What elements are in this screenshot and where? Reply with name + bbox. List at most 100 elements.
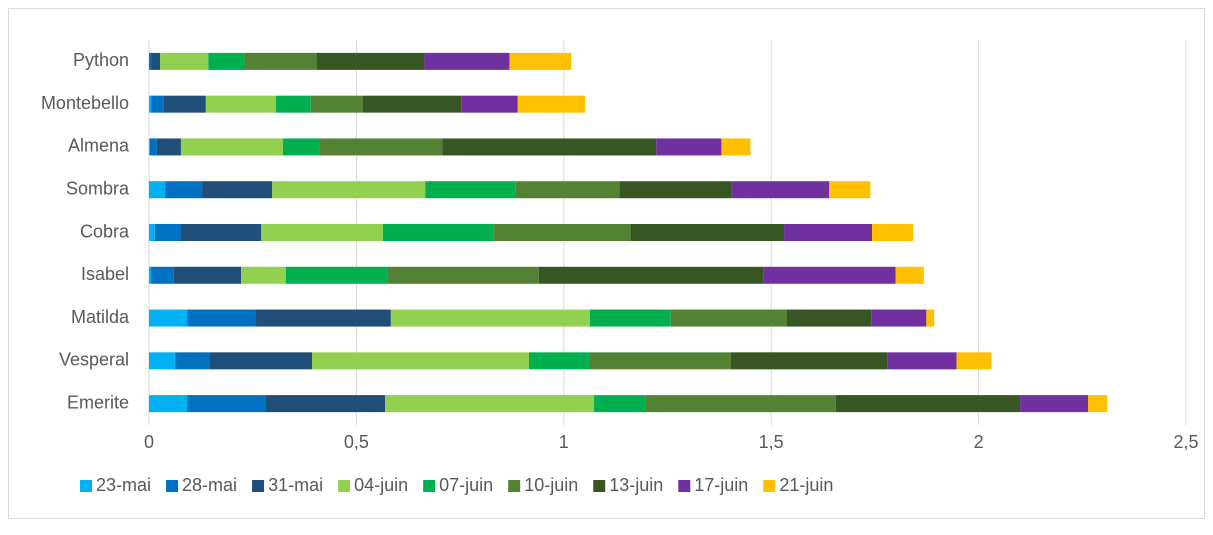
bar-segment (871, 309, 927, 327)
bar-segment (310, 95, 363, 113)
bar-segment (385, 395, 595, 413)
bar-segment (670, 309, 787, 327)
bar-segment (589, 352, 731, 370)
bar-segment (319, 138, 443, 156)
bar-segment (160, 52, 209, 70)
bar-segment (387, 266, 539, 284)
y-tick-label: Cobra (80, 221, 130, 241)
bar-segment (730, 352, 888, 370)
bar-segment (154, 224, 181, 241)
legend-swatch (763, 480, 776, 492)
bar-segment (425, 181, 516, 199)
bar-segment (528, 352, 590, 370)
bar-segment (187, 309, 257, 327)
bar-segment (1088, 395, 1108, 413)
bar-segment (461, 95, 518, 113)
bar-segment (829, 181, 871, 199)
bar-segment (149, 52, 152, 70)
bar-segment (151, 52, 161, 70)
bar-segment (180, 224, 261, 241)
bar-segment (151, 266, 174, 284)
bar-segment (538, 266, 764, 284)
legend-label: 28-mai (182, 475, 237, 495)
bar-segment (442, 138, 657, 156)
x-tick-label: 2 (974, 432, 984, 452)
bar-segment (1020, 395, 1089, 413)
bar-segment (731, 181, 830, 199)
legend-swatch (678, 480, 691, 492)
legend-label: 17-juin (694, 475, 748, 495)
x-tick-label: 0 (144, 432, 154, 452)
legend-swatch (423, 480, 436, 492)
bar-segment (517, 95, 585, 113)
bar-segment (209, 352, 313, 370)
bar-segment (763, 266, 896, 284)
bar-segment (149, 395, 188, 413)
bar-segment (956, 352, 992, 370)
bar-segment (784, 224, 872, 241)
bar-segment (149, 352, 176, 370)
legend-swatch (338, 480, 351, 492)
bar-segment (149, 95, 152, 113)
bar-segment (871, 224, 914, 241)
bar-segment (180, 138, 283, 156)
legend-swatch (252, 480, 265, 492)
bar-segment (285, 266, 388, 284)
legend-label: 07-juin (439, 475, 493, 495)
y-tick-label: Emerite (67, 392, 129, 412)
x-tick-label: 1,5 (759, 432, 784, 452)
bar-segment (282, 138, 320, 156)
bar-segment (165, 181, 203, 199)
chart-border (8, 8, 1205, 519)
bar-segment (149, 309, 188, 327)
bar-segment (424, 52, 510, 70)
legend-swatch (508, 480, 521, 492)
bar-segment (149, 266, 152, 284)
bar-segment (589, 309, 671, 327)
bar-segment (272, 181, 426, 199)
bar-segment (173, 266, 242, 284)
bar-segment (244, 52, 317, 70)
legend-swatch (166, 480, 179, 492)
legend-swatch (80, 480, 92, 492)
bar-segment (256, 309, 391, 327)
bar-segment (895, 266, 924, 284)
bar-segment (312, 352, 529, 370)
bar-segment (926, 309, 935, 327)
y-tick-label: Sombra (66, 178, 130, 198)
bar-segment (149, 138, 157, 156)
bar-segment (382, 224, 495, 241)
x-tick-label: 0,5 (344, 432, 369, 452)
y-tick-label: Montebello (41, 93, 129, 113)
bar-segment (241, 266, 286, 284)
bar-segment (887, 352, 957, 370)
legend-label: 23-mai (96, 475, 151, 495)
legend-label: 04-juin (354, 475, 408, 495)
bar-segment (187, 395, 266, 413)
bar-segment (630, 224, 785, 241)
bar-segment (619, 181, 732, 199)
bar-segment (205, 95, 276, 113)
legend-swatch (593, 480, 606, 492)
bar-segment (835, 395, 1021, 413)
bar-segment (149, 138, 150, 156)
legend-label: 10-juin (524, 475, 578, 495)
bar-segment (156, 138, 181, 156)
bar-segment (163, 95, 206, 113)
bar-segment (786, 309, 872, 327)
bar-segment (151, 95, 164, 113)
bar-segment (149, 181, 166, 199)
bar-segment (202, 181, 273, 199)
x-tick-label: 1 (559, 432, 569, 452)
legend-label: 13-juin (609, 475, 663, 495)
y-tick-label: Python (73, 50, 129, 70)
legend-label: 31-mai (268, 475, 323, 495)
bar-segment (260, 224, 383, 241)
bar-segment (265, 395, 386, 413)
bar-segment (509, 52, 572, 70)
bar-segment (656, 138, 722, 156)
bar-segment (149, 224, 155, 241)
bar-segment (494, 224, 631, 241)
bar-segment (275, 95, 311, 113)
